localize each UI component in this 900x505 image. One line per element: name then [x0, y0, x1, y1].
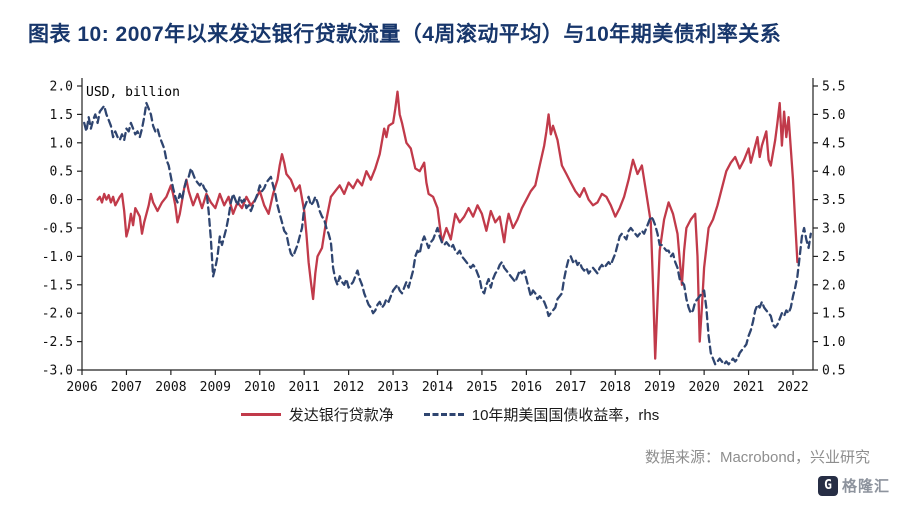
right-tick-label: 0.5 [822, 364, 845, 379]
chart-area: 2.0 1.5 1.0 0.5 0.0 -0.5 -1.0 -1.5 -2.0 -2.5 -3.0 5… [20, 70, 880, 405]
x-tick-label: 2007 [111, 380, 142, 395]
x-tick-label: 2008 [155, 380, 186, 395]
left-tick-label: 1.0 [50, 136, 73, 151]
legend-item-treasury: 10年期美国国债收益率，rhs [423, 404, 660, 425]
x-tick-label: 2013 [377, 380, 408, 395]
x-tick-label: 2022 [777, 380, 808, 395]
left-tick-label: 1.5 [50, 108, 73, 123]
x-tick-label: 2010 [244, 380, 275, 395]
right-tick-label: 5.5 [822, 80, 845, 95]
chart-title: 图表 10: 2007年以来发达银行贷款流量（4周滚动平均）与10年期美债利率关… [28, 23, 782, 46]
left-tick-label: -3.0 [42, 364, 73, 379]
right-tick-label: 2.5 [822, 250, 845, 265]
right-tick-label: 1.5 [822, 307, 845, 322]
glh-logo: G 格隆汇 [817, 475, 890, 496]
x-tick-label: 2017 [555, 380, 586, 395]
left-tick-label: -0.5 [42, 222, 73, 237]
series-line-loans [96, 90, 799, 360]
left-tick-label: -2.0 [42, 307, 73, 322]
chart-canvas: 2.0 1.5 1.0 0.5 0.0 -0.5 -1.0 -1.5 -2.0 -2.5 -3.0 5… [42, 78, 845, 395]
x-tick-label: 2018 [600, 380, 631, 395]
right-tick-label: 3.5 [822, 193, 845, 208]
glh-logo-icon: G [817, 475, 838, 496]
x-tick-label: 2009 [200, 380, 231, 395]
right-tick-label: 4.0 [822, 165, 845, 180]
legend-item-loans: 发达银行贷款净 [240, 404, 394, 425]
right-tick-label: 4.5 [822, 136, 845, 151]
x-tick-label: 2019 [644, 380, 675, 395]
right-tick-label: 3.0 [822, 222, 845, 237]
left-tick-label: 0.0 [50, 193, 73, 208]
x-tick-label: 2016 [511, 380, 542, 395]
left-tick-label: -1.0 [42, 250, 73, 265]
data-source: 数据来源：Macrobond，兴业研究 [644, 449, 870, 466]
x-tick-label: 2015 [466, 380, 497, 395]
legend-line-swatch-loans-icon [240, 413, 281, 416]
legend: 发达银行贷款净 10年期美国国债收益率，rhs [0, 404, 900, 425]
legend-label-loans: 发达银行贷款净 [288, 407, 394, 424]
x-tick-label: 2006 [66, 380, 97, 395]
x-tick-label: 2020 [688, 380, 719, 395]
left-tick-label: -1.5 [42, 278, 73, 293]
left-tick-label: -2.5 [42, 335, 73, 350]
series-line-treasury [83, 101, 812, 366]
x-tick-label: 2014 [422, 380, 453, 395]
left-tick-label: 0.5 [50, 165, 73, 180]
axis-unit-label: USD, billion [86, 85, 180, 100]
right-tick-label: 2.0 [822, 278, 845, 293]
legend-label-treasury: 10年期美国国债收益率，rhs [471, 407, 660, 424]
x-tick-label: 2011 [289, 380, 320, 395]
x-tick-label: 2021 [733, 380, 764, 395]
x-tick-label: 2012 [333, 380, 364, 395]
left-tick-label: 2.0 [50, 80, 73, 95]
glh-logo-text: 格隆汇 [841, 478, 890, 495]
right-tick-label: 1.0 [822, 335, 845, 350]
right-tick-label: 5.0 [822, 108, 845, 123]
legend-line-swatch-treasury-icon [423, 413, 464, 416]
